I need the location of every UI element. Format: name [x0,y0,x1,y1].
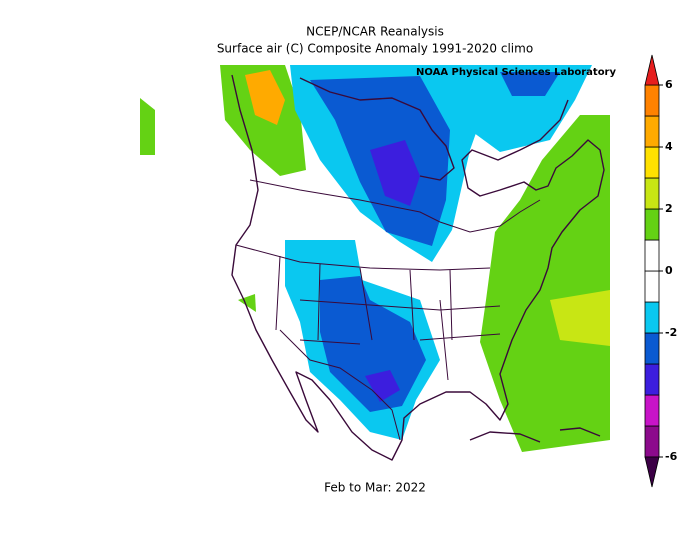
border [279,329,401,441]
colorbar-segment [644,115,660,148]
colorbar-segment [644,177,660,210]
title: NCEP/NCAR Reanalysis [306,25,444,39]
anomaly-region [370,140,420,206]
subtitle: Surface air (C) Composite Anomaly 1991-2… [217,42,533,56]
colorbar-segment [644,425,660,458]
colorbar-segment [644,301,660,334]
anomaly-region [320,276,426,412]
anomaly-region [238,294,256,312]
coastline [469,427,601,443]
anomaly-region [500,72,560,96]
colorbar-segment [644,239,660,272]
credit: NOAA Physical Sciences Laboratory [416,67,617,78]
anomaly-region [550,290,610,346]
colorbar-segment [644,363,660,396]
anomaly-region [365,370,400,402]
colorbar-segment [644,394,660,427]
colorbar-tick-label: -2 [665,326,677,339]
colorbar-tick-label: 4 [665,140,673,153]
footer: Feb to Mar: 2022 [324,481,426,495]
colorbar-segment [644,208,660,241]
colorbar-under [644,456,660,488]
colorbar-segment [644,146,660,179]
colorbar-over [644,54,660,86]
anomaly-region [245,70,285,125]
colorbar-tick-label: 6 [665,78,673,91]
colorbar-segment [644,84,660,117]
colorbar-segment [644,332,660,365]
coastline [299,77,455,181]
anomaly-region [220,65,306,176]
border [235,244,501,381]
border [249,179,541,233]
colorbar-segment [644,270,660,303]
coastline [231,74,605,461]
anomaly-region [480,115,610,452]
anomaly-region [140,98,155,155]
colorbar-tick-label: 2 [665,202,673,215]
colorbar: -6 -2 0 2 4 6 [644,54,678,488]
colorbar-tick-label: -6 [665,450,678,463]
anomaly-region [470,65,592,152]
map-area [140,65,610,461]
colorbar-tick-label: 0 [665,264,673,277]
